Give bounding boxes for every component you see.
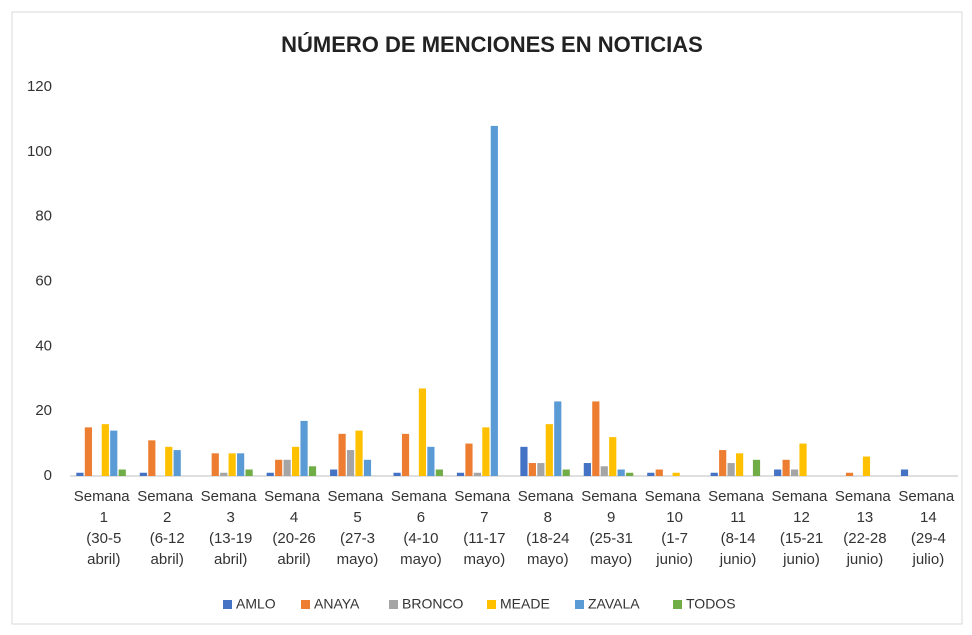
bar [363, 459, 372, 476]
bar [237, 453, 245, 476]
bar [355, 430, 363, 476]
bar [220, 472, 228, 476]
x-tick-label: Semana 13 (22-28 junio) [835, 488, 892, 568]
x-tick-label: Semana 10 (1-7 junio) [645, 488, 702, 568]
bar [482, 427, 490, 476]
bar [626, 472, 634, 476]
legend-swatch [487, 600, 496, 609]
bar [292, 446, 300, 476]
bar [900, 469, 909, 476]
bar [266, 472, 274, 476]
x-tick-label: Semana 6 (4-10 mayo) [391, 488, 448, 568]
legend-swatch [673, 600, 682, 609]
bar [562, 469, 570, 476]
bar [338, 433, 346, 476]
bar [528, 463, 536, 476]
bar [173, 450, 181, 476]
bar [490, 125, 498, 477]
y-tick-label: 20 [35, 402, 52, 419]
bar [139, 472, 147, 476]
x-tick-label: Semana 12 (15-21 junio) [771, 488, 828, 568]
bar [401, 433, 410, 476]
x-tick-label: Semana 7 (11-17 mayo) [454, 488, 511, 568]
x-tick-label: Semana 3 (13-19 abril) [201, 488, 258, 568]
bar [710, 472, 718, 476]
y-tick-label: 100 [27, 143, 52, 160]
bar [655, 469, 663, 476]
legend-label: BRONCO [402, 596, 464, 612]
bar [727, 463, 735, 476]
legend-swatch [389, 600, 398, 609]
bar [84, 427, 92, 476]
bar [110, 430, 118, 476]
bar [300, 420, 308, 476]
legend-label: ANAYA [314, 596, 360, 612]
bar [617, 469, 625, 476]
bar [545, 424, 553, 476]
bar [118, 469, 126, 476]
bar [609, 437, 617, 476]
bar [465, 443, 473, 476]
bar [790, 469, 799, 476]
bar [283, 459, 291, 476]
bar [537, 463, 545, 476]
bar [346, 450, 355, 476]
bar [647, 472, 655, 476]
legend-label: AMLO [236, 596, 276, 612]
x-tick-label: Semana 14 (29-4 julio) [898, 488, 955, 568]
y-tick-label: 60 [35, 272, 52, 289]
y-tick-label: 120 [27, 78, 52, 95]
chart-frame [11, 11, 963, 625]
x-tick-label: Semana 2 (6-12 abril) [137, 488, 194, 568]
bar [799, 443, 807, 476]
bar [774, 469, 782, 476]
bar [752, 459, 761, 476]
bar [583, 463, 591, 476]
bar [101, 424, 109, 476]
x-tick-label: Semana 9 (25-31 mayo) [581, 488, 638, 568]
bar [330, 469, 338, 476]
y-tick-label: 80 [35, 208, 52, 225]
x-tick-label: Semana 1 (30-5 abril) [74, 488, 131, 568]
legend-label: ZAVALA [588, 596, 640, 612]
bar [782, 459, 790, 476]
bar [148, 440, 156, 476]
chart-title: NÚMERO DE MENCIONES EN NOTICIAS [281, 32, 703, 57]
x-tick-label: Semana 8 (18-24 mayo) [518, 488, 575, 568]
legend-label: MEADE [500, 596, 550, 612]
bar [862, 456, 871, 476]
bar [76, 472, 84, 476]
bar [600, 466, 608, 476]
bar [245, 469, 253, 476]
y-tick-label: 0 [44, 467, 52, 484]
bar [308, 466, 317, 476]
bar [672, 472, 680, 476]
bar [719, 450, 727, 476]
bar [520, 446, 528, 476]
x-tick-label: Semana 4 (20-26 abril) [264, 488, 321, 568]
bar [435, 469, 443, 476]
bar [592, 401, 600, 476]
bar [165, 446, 173, 476]
legend-label: TODOS [686, 596, 736, 612]
x-tick-label: Semana 11 (8-14 junio) [708, 488, 765, 568]
bar [427, 446, 435, 476]
bar [211, 453, 219, 476]
bar [456, 472, 465, 476]
bar [418, 388, 427, 476]
bar [554, 401, 562, 476]
bar [736, 453, 744, 476]
bar [845, 472, 854, 476]
bar [275, 459, 283, 476]
bar [473, 472, 482, 476]
bar [228, 453, 236, 476]
bar [393, 472, 401, 476]
legend-swatch [223, 600, 232, 609]
legend-swatch [301, 600, 310, 609]
legend-swatch [575, 600, 584, 609]
y-tick-label: 40 [35, 337, 52, 354]
x-tick-label: Semana 5 (27-3 mayo) [327, 488, 384, 568]
